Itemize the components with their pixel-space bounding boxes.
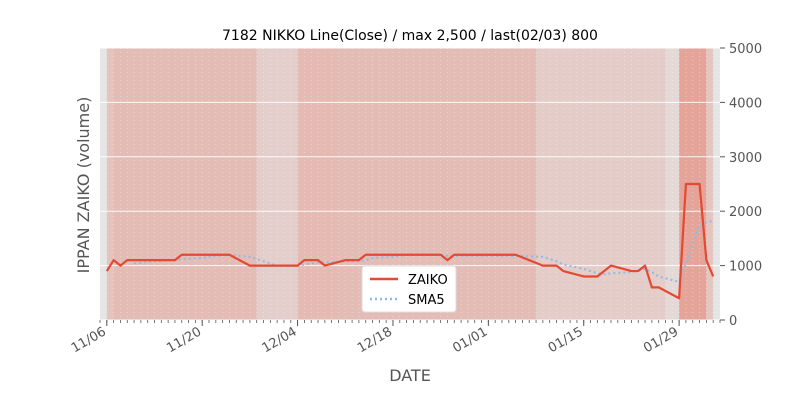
series-line-zaiko	[105, 182, 715, 300]
x-tick-label: 11/20	[164, 324, 204, 356]
y-tick-label: 4000	[729, 96, 762, 111]
shaded-period	[297, 48, 339, 320]
shaded-period	[665, 48, 680, 320]
y-tick-label: 3000	[729, 151, 762, 166]
x-tick-label: 01/29	[641, 324, 681, 356]
chart-title: 7182 NIKKO Line(Close) / max 2,500 / las…	[222, 28, 598, 44]
shaded-period	[113, 48, 257, 320]
x-tick-label: 01/15	[546, 324, 586, 356]
y-axis-label: IPPAN ZAIKO (volume)	[74, 97, 93, 274]
x-tick-label: 01/01	[450, 324, 490, 356]
legend-label-zaiko: ZAIKO	[408, 273, 448, 288]
x-axis: 11/06 11/20 12/04 12/18 01/01 01/15 01/29	[69, 320, 721, 356]
y-tick-label: 1000	[729, 260, 762, 275]
gridlines	[99, 47, 721, 321]
series-lines	[105, 182, 715, 300]
legend-box	[361, 265, 457, 313]
x-axis-label: DATE	[389, 366, 431, 385]
y-tick-label: 5000	[729, 42, 762, 57]
shaded-periods	[106, 48, 714, 320]
shaded-period	[536, 48, 666, 320]
shaded-period	[706, 48, 714, 320]
x-tick-label: 11/06	[69, 324, 109, 356]
x-tick-label: 12/04	[260, 324, 300, 356]
legend-label-sma5: SMA5	[408, 293, 445, 308]
y-tick-label: 0	[729, 314, 737, 329]
shaded-period	[106, 48, 114, 320]
y-axis: 0 1000 2000 3000 4000 5000	[720, 42, 762, 329]
x-tick-label: 12/18	[355, 324, 395, 356]
y-tick-label: 2000	[729, 205, 762, 220]
legend: ZAIKO SMA5	[361, 265, 457, 313]
shaded-period	[256, 48, 298, 320]
